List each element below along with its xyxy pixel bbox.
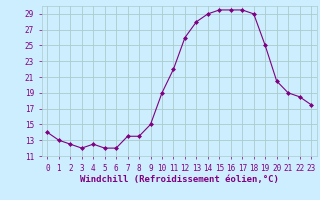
X-axis label: Windchill (Refroidissement éolien,°C): Windchill (Refroidissement éolien,°C) <box>80 175 279 184</box>
